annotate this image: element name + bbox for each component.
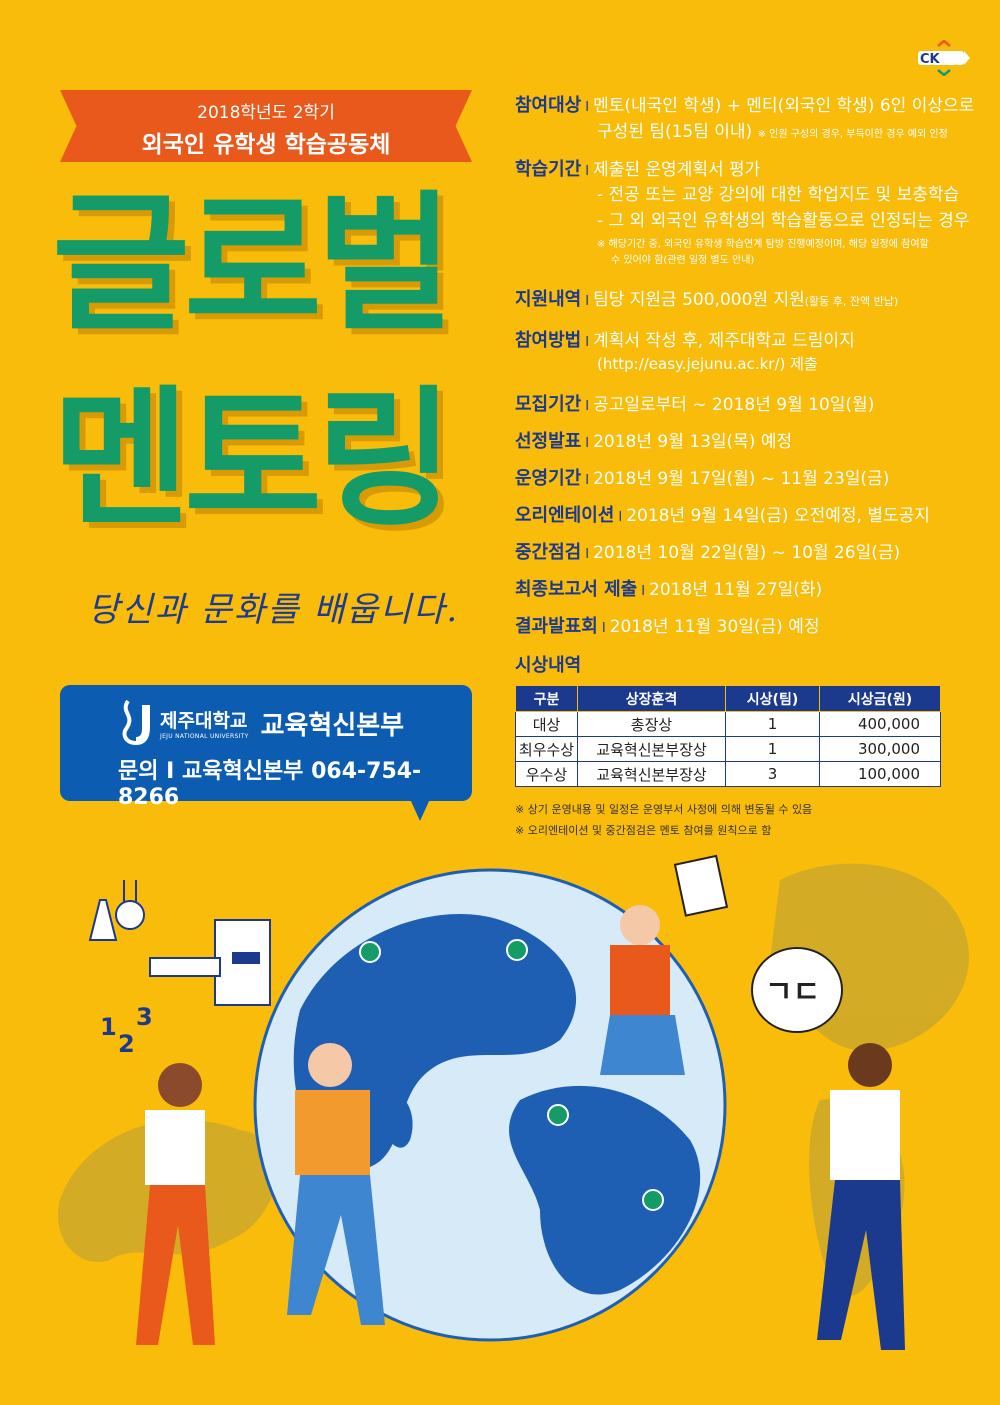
period-item-2: - 그 외 외국인 유학생의 학습활동으로 인정되는 경우 [597,211,970,231]
orientation-text: 2018년 9월 14일(금) 오전예정, 별도공지 [626,506,930,526]
separator: I [601,621,606,636]
cell: 우수상 [515,761,578,787]
semester: 2018학년도 2학기 [197,103,335,123]
illustration: 1 2 3 ㄱㄷ [58,854,969,1350]
person-man-right [817,1043,905,1350]
label-selection: 선정발표 [515,431,582,452]
program-subtitle: 외국인 유학생 학습공동체 [141,132,391,158]
support-text: 팀당 지원금 500,000원 지원 [593,290,805,310]
separator: I [585,164,590,179]
col-header: 상장훈격 [577,685,726,712]
label-period: 학습기간 [515,159,582,180]
separator: I [585,294,590,309]
map-pin-icon [359,939,664,1211]
number-1: 1 [100,1013,117,1041]
inquiry-phone: 문의 I 교육혁신본부 064-754-8266 [118,759,422,810]
separator: I [618,510,623,525]
midterm-text: 2018년 10월 22일(월) ~ 10월 26일(금) [593,543,901,563]
separator: I [585,399,590,414]
target-text: 멘토(내국인 학생) + 멘티(외국인 학생) 6인 이상으로 [593,96,975,116]
title-line2: 멘토링 [52,373,454,547]
label-operation: 운영기간 [515,468,582,489]
university-name-en: JEJU NATIONAL UNIVERSITY [160,733,249,740]
separator: I [585,547,590,562]
number-2: 2 [118,1030,135,1058]
speech-tail [410,799,430,821]
col-header: 시상(팀) [725,685,820,712]
target-note: ※ 인원 구성의 경우, 부득이한 경우 예외 인정 [757,129,948,140]
awards-title: 시상내역 [515,655,582,676]
operation-text: 2018년 9월 17일(월) ~ 11월 23일(금) [593,469,890,489]
awards-table: 구분 상장훈격 시상(팀) 시상금(원) 대상 총장상 1 400,000 최우수상 교… [515,685,941,787]
speech-bubble-icon: ㄱㄷ [751,947,843,1033]
table-row: 우수상 교육혁신본부장상 3 100,000 [515,761,941,787]
slogan: 당신과 문화를 배웁니다. [88,590,460,630]
cell: 1 [725,736,820,762]
separator: I [641,584,646,599]
info-section: 참여대상 I 멘토(내국인 학생) + 멘티(외국인 학생) 6인 이상으로 구성된… [515,0,974,680]
selection-text: 2018년 9월 13일(목) 예정 [593,432,793,452]
separator: I [585,100,590,115]
method-text: 계획서 작성 후, 제주대학교 드림이지 [593,331,855,351]
recruit-text: 공고일로부터 ~ 2018년 9월 10일(월) [593,395,875,415]
person-woman-left [136,1063,215,1345]
period-note-2: 수 있어야 함(관련 일정 별도 안내) [611,255,755,266]
final-report-text: 2018년 11월 27일(화) [649,580,823,600]
col-header: 시상금(원) [819,685,941,712]
person-woman-jumping [600,905,685,1075]
label-method: 참여방법 [515,330,582,351]
target-text-2: 구성된 팀(15팀 이내) [597,122,753,142]
method-link[interactable]: (http://easy.jejunu.ac.kr/) 제출 [597,355,818,373]
cell: 대상 [515,711,578,737]
label-presentation: 결과발표회 [515,616,598,637]
col-header: 구분 [515,685,578,712]
notes: ※ 상기 운영내용 및 일정은 운영부서 사정에 의해 변동될 수 있음 ※ 오… [515,800,812,842]
label-recruit: 모집기간 [515,394,582,415]
title-banner: 2018학년도 2학기 외국인 유학생 학습공동체 [60,90,472,162]
period-text: 제출된 운영계획서 평가 [593,160,761,180]
ck-logo: CK [916,39,972,77]
document-icon [673,854,729,917]
label-orientation: 오리엔테이션 [515,505,615,526]
cell: 400,000 [819,711,941,737]
cell: 총장상 [577,711,726,737]
note: ※ 오리엔테이션 및 중간점검은 멘토 참여를 원칙으로 함 [515,823,772,837]
period-note-1: ※ 해당기간 중, 외국인 유학생 학습연계 탐방 진행예정이며, 해당 일정에… [597,239,929,250]
cell: 3 [725,761,820,787]
person-man-center [287,1043,385,1325]
separator: I [585,436,590,451]
flask-icon [88,880,145,941]
cell: 최우수상 [515,736,578,762]
title-line1: 글로벌 [52,178,454,352]
department-name: 교육혁신본부 [260,710,405,741]
label-target: 참여대상 [515,95,582,116]
label-support: 지원내역 [515,289,582,310]
cell: 100,000 [819,761,941,787]
label-final-report: 최종보고서 제출 [515,579,638,600]
cell: 교육혁신본부장상 [577,736,726,762]
cell: 1 [725,711,820,737]
university-name: 제주대학교 [160,710,248,732]
contact-box: 제주대학교 JEJU NATIONAL UNIVERSITY 교육혁신본부 문의… [60,685,472,821]
separator: I [585,335,590,350]
university-logo-icon [122,699,150,746]
separator: I [585,473,590,488]
label-midterm: 중간점검 [515,542,582,563]
period-item-1: - 전공 또는 교양 강의에 대한 학업지도 및 보충학습 [597,185,960,205]
table-row: 최우수상 교육혁신본부장상 1 300,000 [515,736,941,762]
cell: 교육혁신본부장상 [577,761,726,787]
table-row: 대상 총장상 1 400,000 [515,711,941,737]
book-icon [149,919,271,1006]
number-3: 3 [136,1003,153,1031]
presentation-text: 2018년 11월 30일(금) 예정 [609,617,820,637]
cell: 300,000 [819,736,941,762]
bubble-text: ㄱㄷ [765,975,820,1010]
support-note: (활동 후, 잔액 반납) [804,295,899,308]
svg-text:CK: CK [920,52,941,67]
note: ※ 상기 운영내용 및 일정은 운영부서 사정에 의해 변동될 수 있음 [515,803,813,816]
